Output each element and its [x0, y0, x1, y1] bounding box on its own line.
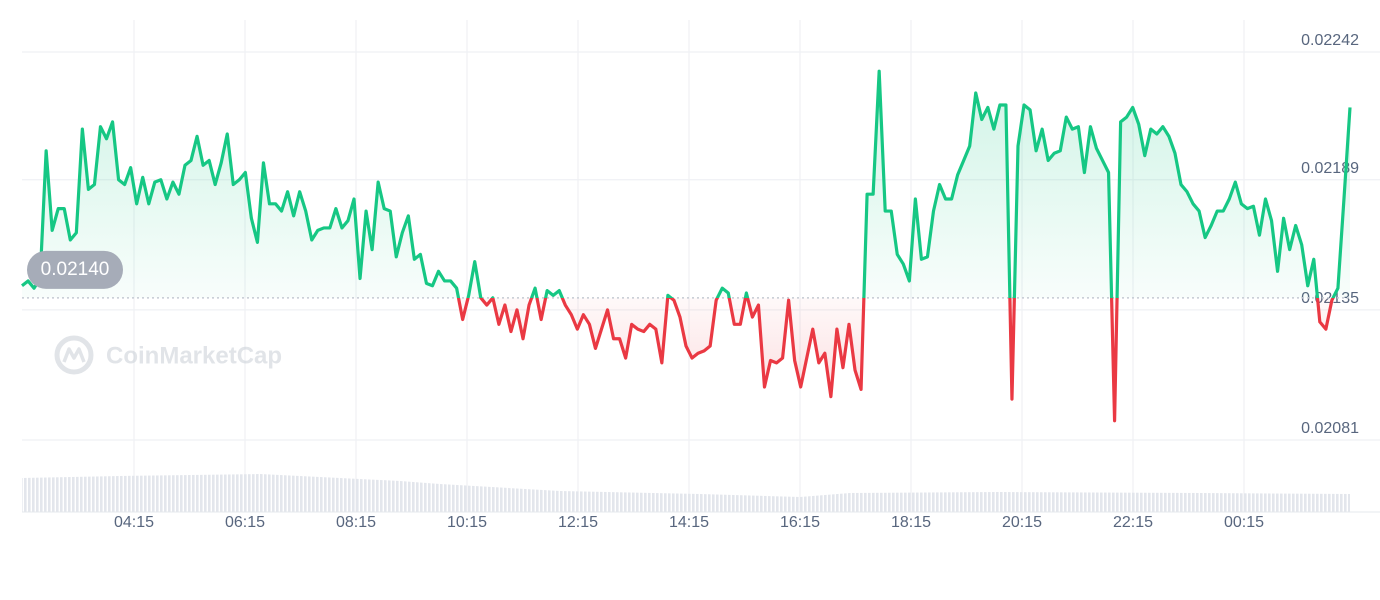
x-tick-label: 00:15: [1224, 514, 1264, 531]
watermark-text: CoinMarketCap: [106, 342, 282, 369]
x-tick-label: 12:15: [558, 514, 598, 531]
y-tick-label: 0.02189: [1301, 160, 1359, 177]
volume-bars: [22, 474, 1350, 512]
plot: [21, 69, 1352, 423]
x-tick-label: 18:15: [891, 514, 931, 531]
watermark: CoinMarketCap: [54, 335, 282, 375]
x-tick-label: 22:15: [1113, 514, 1153, 531]
x-tick-label: 20:15: [1002, 514, 1042, 531]
price-line: [21, 69, 1352, 423]
y-tick-label: 0.02242: [1301, 32, 1359, 49]
badge-label: 0.02140: [41, 259, 110, 280]
x-tick-label: 10:15: [447, 514, 487, 531]
x-tick-label: 06:15: [225, 514, 265, 531]
reference-badge: 0.02140: [27, 250, 123, 289]
x-tick-label: 08:15: [336, 514, 376, 531]
x-tick-label: 04:15: [114, 514, 154, 531]
x-tick-label: 14:15: [669, 514, 709, 531]
x-tick-label: 16:15: [780, 514, 820, 531]
badge-box: [27, 250, 123, 289]
y-tick-label: 0.02081: [1301, 420, 1359, 437]
